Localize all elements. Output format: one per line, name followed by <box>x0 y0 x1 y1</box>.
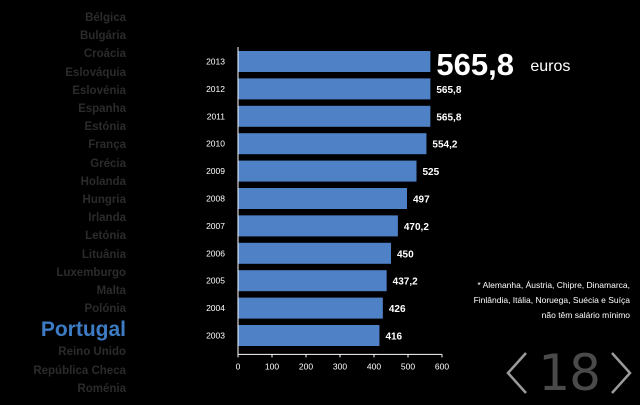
country-item[interactable]: Eslováquia <box>65 66 126 79</box>
chevron-left-icon[interactable] <box>504 349 530 397</box>
chevron-right-icon[interactable] <box>608 349 634 397</box>
country-item[interactable]: Eslovénia <box>72 84 126 97</box>
data-label: 416 <box>385 332 402 343</box>
bar-2012 <box>238 78 431 100</box>
data-label: 470,2 <box>404 222 429 233</box>
headline-value: 565,8 <box>436 47 514 82</box>
headline-unit: euros <box>530 58 570 75</box>
country-item[interactable]: Bulgária <box>79 30 126 43</box>
country-item[interactable]: Lituânia <box>81 248 126 261</box>
x-tick-label: 500 <box>401 361 415 371</box>
country-item[interactable]: França <box>88 139 126 152</box>
bar-2004 <box>238 297 383 319</box>
bar-2008 <box>238 188 407 209</box>
country-item[interactable]: Bélgica <box>85 12 126 24</box>
bar-2007 <box>238 215 398 237</box>
bar-2013 <box>238 51 431 72</box>
year-label: 2013 <box>206 57 225 67</box>
country-item[interactable]: Roménia <box>77 382 126 395</box>
footnote-line: * Alemanha, Áustria, Chipre, Dinamarca, <box>477 280 630 290</box>
footnote-line: Finlândia, Itália, Noruega, Suécia e Suí… <box>473 295 630 305</box>
bar-2003 <box>238 325 380 346</box>
country-item[interactable]: Reino Unido <box>58 346 126 359</box>
country-item[interactable]: Estónia <box>84 121 126 134</box>
page-number: 18 <box>538 344 601 402</box>
country-item[interactable]: Grécia <box>90 157 126 170</box>
data-label: 565,8 <box>436 85 461 96</box>
year-label: 2007 <box>206 221 225 231</box>
bar-2010 <box>238 133 427 155</box>
year-label: 2003 <box>206 331 225 341</box>
data-label: 497 <box>413 195 430 206</box>
x-tick-label: 0 <box>236 361 241 371</box>
footnote-line: não têm salário mínimo <box>541 310 630 320</box>
country-item[interactable]: Polónia <box>84 303 126 316</box>
country-item[interactable]: Letónia <box>85 230 126 243</box>
data-label: 437,2 <box>393 277 418 288</box>
year-label: 2008 <box>206 194 225 204</box>
data-label: 525 <box>423 167 440 178</box>
bar-2006 <box>238 242 391 264</box>
country-item[interactable]: Espanha <box>78 103 126 115</box>
year-label: 2010 <box>206 139 225 149</box>
pager: 18 <box>504 346 634 400</box>
year-label: 2009 <box>206 166 225 176</box>
country-item[interactable]: Holanda <box>80 175 126 188</box>
year-label: 2005 <box>206 276 225 286</box>
x-tick-label: 100 <box>265 361 279 371</box>
x-tick-label: 200 <box>299 361 313 371</box>
x-tick-label: 300 <box>333 361 347 371</box>
data-label: 426 <box>389 304 406 315</box>
bar-2005 <box>238 270 387 292</box>
data-label: 565,8 <box>436 112 461 123</box>
year-label: 2012 <box>206 84 225 94</box>
country-item-selected[interactable]: Portugal <box>40 318 126 342</box>
x-tick-label: 600 <box>435 361 449 371</box>
year-label: 2006 <box>206 248 225 258</box>
country-item[interactable]: República Checa <box>33 364 126 377</box>
country-item[interactable]: Croácia <box>83 48 126 61</box>
country-item[interactable]: Malta <box>96 285 126 297</box>
x-tick-label: 400 <box>367 361 381 371</box>
data-label: 450 <box>397 249 414 260</box>
footnote: * Alemanha, Áustria, Chipre, Dinamarca, … <box>440 278 630 323</box>
country-item[interactable]: Irlanda <box>88 212 126 225</box>
year-label: 2011 <box>207 111 226 121</box>
country-item[interactable]: Luxemburgo <box>56 266 126 279</box>
country-item[interactable]: Hungria <box>82 194 126 206</box>
bar-2011 <box>238 105 431 127</box>
bar-2009 <box>238 160 417 182</box>
year-label: 2004 <box>206 303 225 313</box>
data-label: 554,2 <box>432 140 457 151</box>
